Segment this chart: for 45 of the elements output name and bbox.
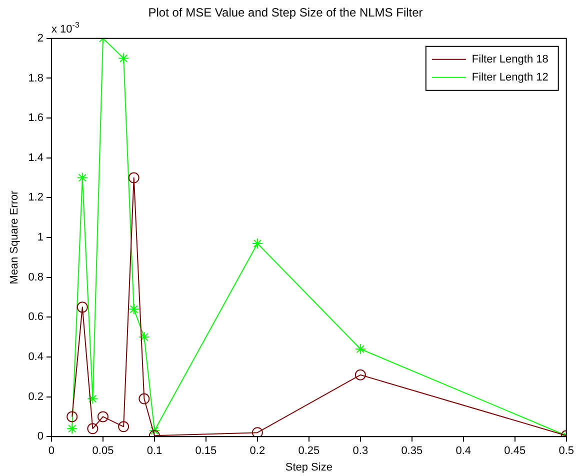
y-tick-label: 2 [37, 32, 44, 44]
y-axis-title: Mean Square Error [8, 190, 21, 284]
x-tick-label: 0.3 [352, 445, 368, 458]
y-tick-label: 0 [37, 430, 44, 443]
point [148, 425, 160, 436]
legend-label: Filter Length 12 [472, 71, 548, 84]
point [354, 343, 366, 354]
x-axis-title: Step Size [285, 461, 332, 474]
y-tick-label: 0.6 [28, 311, 44, 324]
y-tick-label: 0.2 [28, 390, 44, 403]
x-tick-label: 0.25 [298, 445, 320, 458]
point [87, 393, 98, 404]
x-tick-label: 0.1 [146, 445, 162, 458]
y-tick-label: 0.4 [28, 350, 44, 363]
point [76, 172, 88, 184]
point [66, 411, 78, 422]
point [76, 302, 88, 313]
point [66, 423, 78, 434]
x-tick-label: 0.35 [401, 445, 423, 458]
x-tick-label: 0 [48, 445, 55, 458]
chart-title: Plot of MSE Value and Step Size of the NLMS Filter [148, 6, 423, 20]
x-tick-label: 0.4 [456, 445, 472, 458]
point [128, 304, 140, 315]
point [138, 332, 150, 343]
point [252, 427, 263, 437]
y-tick-label: 1 [37, 232, 44, 244]
x-tick-label: 0.5 [558, 445, 574, 458]
point [252, 238, 263, 249]
y-tick-label: 1.2 [28, 192, 44, 204]
y-tick-label: 0.8 [28, 271, 44, 284]
y-tick-label: 1.6 [28, 112, 44, 124]
point [118, 421, 130, 432]
y-tick-label: 1.4 [28, 152, 44, 164]
x-tick-label: 0.2 [250, 445, 266, 458]
x-tick-label: 0.15 [195, 445, 217, 458]
point [354, 369, 366, 380]
point [97, 411, 108, 422]
point [138, 393, 150, 404]
legend-label: Filter Length 18 [472, 53, 548, 66]
point [128, 172, 140, 184]
y-tick-label: 1.8 [28, 72, 44, 84]
point [118, 52, 130, 64]
x-tick-label: 0.05 [92, 445, 114, 458]
x-tick-label: 0.45 [504, 445, 526, 458]
point [87, 423, 98, 434]
